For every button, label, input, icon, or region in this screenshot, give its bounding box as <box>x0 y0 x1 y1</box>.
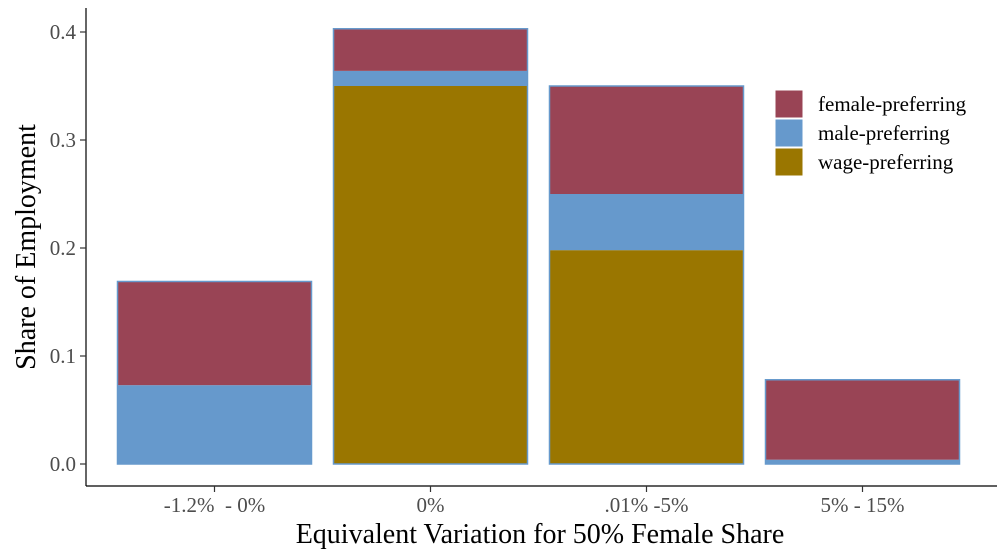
x-tick-label: .01% -5% <box>605 493 689 517</box>
y-tick-label: 0.2 <box>50 236 76 260</box>
bar-segment-male-preferring <box>549 194 744 251</box>
bar-segment-female-preferring <box>765 379 960 460</box>
x-tick-label: -1.2% - 0% <box>164 493 265 517</box>
x-tick-label: 0% <box>417 493 445 517</box>
bar-outline <box>548 85 745 465</box>
bar-outline <box>332 28 529 465</box>
legend-label: wage-preferring <box>818 150 954 174</box>
bar-segment-male-preferring <box>117 385 312 464</box>
legend-key-female-preferring <box>774 89 804 119</box>
legend-key-male-preferring <box>774 118 804 148</box>
y-tick-label: 0.3 <box>50 128 76 152</box>
legend-key-wage-preferring <box>774 147 804 177</box>
legend-label: female-preferring <box>818 92 967 116</box>
x-axis-label: Equivalent Variation for 50% Female Shar… <box>296 519 785 550</box>
bar-segment-wage-preferring <box>333 86 528 464</box>
y-tick-label: 0.4 <box>50 20 77 44</box>
bar-segment-female-preferring <box>117 281 312 386</box>
bar-outline <box>116 280 313 465</box>
y-ticks: 0.0 0.1 0.2 0.3 0.4 <box>50 20 86 476</box>
y-axis-label: Share of Employment <box>11 124 42 370</box>
legend-label: male-preferring <box>818 121 950 145</box>
bar-segment-female-preferring <box>333 28 528 71</box>
bar-segment-female-preferring <box>549 86 744 194</box>
x-tick-label: 5% - 15% <box>821 493 905 517</box>
legend: female-preferring male-preferring wage-pre… <box>774 89 967 177</box>
bar-outline <box>764 379 961 465</box>
bar-segment-male-preferring <box>333 70 528 86</box>
bars-layer <box>116 28 961 465</box>
y-tick-label: 0.0 <box>50 452 76 476</box>
x-ticks: -1.2% - 0% 0% .01% -5% 5% - 15% <box>164 486 905 517</box>
bar-segment-male-preferring <box>765 459 960 464</box>
y-tick-label: 0.1 <box>50 344 76 368</box>
bar-segment-wage-preferring <box>549 250 744 464</box>
